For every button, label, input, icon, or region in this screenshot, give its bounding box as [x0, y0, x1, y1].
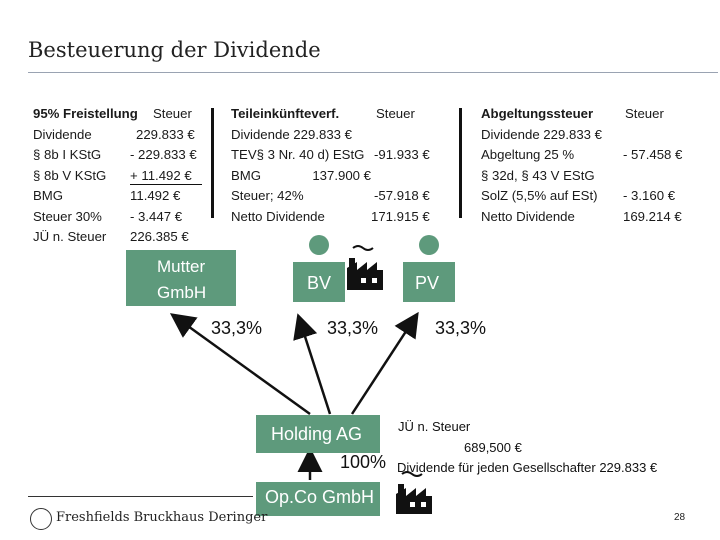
title-divider: [28, 72, 718, 73]
middle-table-header-right: Steuer: [376, 106, 415, 121]
left-row-value: + 11.492 €: [130, 167, 192, 183]
left-row-value: 226.385 €: [130, 229, 189, 244]
middle-row-label: BMG 137.900 €: [231, 167, 372, 183]
ownership-percent-bv: 33,3%: [327, 318, 379, 338]
left-row-value: 11.492 €: [130, 188, 181, 203]
right-row-label: Netto Dividende: [481, 208, 575, 224]
middle-row-label: Steuer; 42%: [231, 188, 304, 203]
left-row-value: - 3.447 €: [130, 208, 183, 224]
left-row-value: 229.833 €: [136, 126, 195, 142]
holding-ag-box: Holding AG: [256, 415, 380, 453]
right-row-label: Abgeltung 25 %: [481, 147, 575, 162]
right-table-header-right: Steuer: [625, 106, 664, 121]
middle-row-label: Dividende 229.833 €: [231, 126, 352, 142]
page-title: Besteuerung der Dividende: [28, 38, 321, 62]
right-row-label: SolZ (5,5% auf ESt): [481, 188, 598, 203]
middle-row-value: 171.915 €: [371, 208, 430, 224]
arrow-to-mutter: [169, 313, 311, 416]
ownership-percent-opco: 100%: [340, 452, 387, 472]
person-icon: [309, 235, 329, 255]
opco-gmbh-label: Op.Co GmbH: [265, 487, 375, 507]
mutter-gmbh-line2: GmbH: [157, 283, 207, 302]
ownership-percent-mutter: 33,3%: [211, 318, 263, 338]
left-row-label: JÜ n. Steuer: [33, 229, 107, 244]
right-row-label: Dividende 229.833 €: [481, 126, 602, 142]
right-table: Abgeltungssteuer Steuer Dividende 229.83…: [481, 104, 706, 227]
opco-gmbh-box: Op.Co GmbH: [256, 482, 380, 516]
right-row-label: § 32d, § 43 V EStG: [481, 167, 595, 183]
right-row-value: - 57.458 €: [623, 147, 683, 162]
arrow-to-bv: [293, 313, 332, 415]
middle-table-header: Teileinkünfteverf.: [231, 106, 340, 121]
pv-box: PV: [403, 262, 455, 302]
holding-note-3: Dividende für jeden Gesellschafter 229.8…: [397, 460, 658, 475]
right-row-value: - 3.160 €: [623, 188, 676, 203]
left-sum-underline: [130, 184, 202, 185]
middle-row-label: Netto Dividende: [231, 208, 325, 224]
left-table-header: 95% Freistellung: [33, 106, 138, 121]
footer-firm-name: Freshfields Bruckhaus Deringer: [56, 510, 268, 525]
middle-table: Teileinkünfteverf. Steuer Dividende 229.…: [231, 104, 446, 227]
left-table-header-right: Steuer: [153, 106, 192, 121]
holding-ag-label: Holding AG: [271, 424, 363, 444]
factory-icon: [347, 245, 383, 290]
ownership-percent-pv: 33,3%: [435, 318, 487, 338]
bv-box: BV: [293, 262, 345, 302]
right-row-value: 169.214 €: [623, 208, 682, 224]
middle-row-value: -91.933 €: [374, 147, 430, 162]
factory-icon: [396, 471, 432, 514]
middle-row-value: -57.918 €: [374, 188, 430, 203]
pv-label: PV: [415, 273, 440, 293]
left-separator: [211, 108, 214, 218]
left-row-value: - 229.833 €: [130, 147, 197, 162]
page-number: 28: [674, 512, 686, 523]
left-row-label: BMG: [33, 188, 64, 203]
holding-note-1: JÜ n. Steuer: [398, 419, 471, 434]
footer-divider: [28, 496, 253, 497]
right-table-header: Abgeltungssteuer: [481, 106, 594, 121]
left-table: 95% Freistellung Steuer Dividende 229.833…: [33, 104, 208, 248]
left-row-label: Steuer 30%: [33, 208, 102, 224]
bv-label: BV: [307, 273, 332, 293]
mutter-gmbh-box: Mutter GmbH: [126, 250, 236, 306]
arrow-to-pv: [350, 311, 419, 415]
firm-logo-icon: [30, 508, 52, 530]
person-icon: [419, 235, 439, 255]
right-separator: [459, 108, 462, 218]
left-row-label: Dividende: [33, 126, 92, 142]
left-row-label: § 8b I KStG: [33, 147, 102, 162]
left-row-label: § 8b V KStG: [33, 167, 107, 183]
mutter-gmbh-line1: Mutter: [157, 257, 206, 276]
holding-note-2: 689,500 €: [464, 440, 522, 455]
middle-row-label: TEV§ 3 Nr. 40 d) EStG: [231, 147, 365, 162]
